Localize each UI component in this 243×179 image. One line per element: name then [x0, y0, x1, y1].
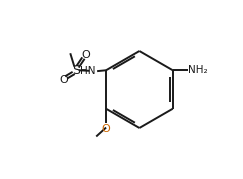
- Text: O: O: [81, 50, 90, 60]
- Text: HN: HN: [80, 66, 95, 76]
- Text: O: O: [59, 75, 68, 85]
- Text: S: S: [72, 64, 80, 77]
- Text: NH₂: NH₂: [189, 65, 208, 75]
- Text: O: O: [102, 124, 111, 134]
